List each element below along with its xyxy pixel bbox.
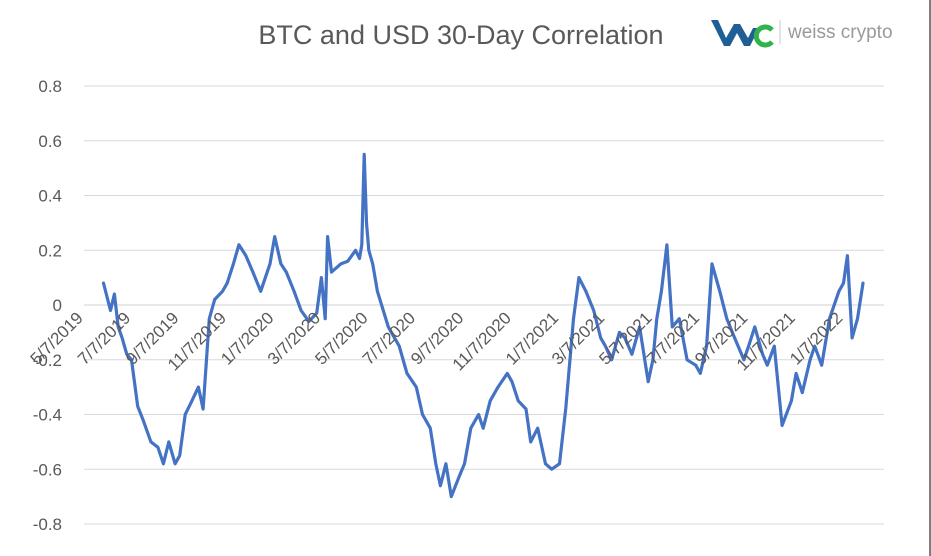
gridlines xyxy=(84,85,884,525)
series-lines xyxy=(101,152,865,499)
y-tick-label: -0.2 xyxy=(33,351,62,370)
y-tick-label: -0.8 xyxy=(33,515,62,534)
correlation-series-line xyxy=(101,152,865,499)
y-tick-label: -0.4 xyxy=(33,406,62,425)
y-tick-label: 0.6 xyxy=(38,132,62,151)
brand-logo: weiss crypto xyxy=(711,20,893,48)
window-edge xyxy=(929,0,931,556)
y-tick-label: 0.4 xyxy=(38,187,62,206)
weiss-crypto-logo-icon xyxy=(711,20,774,48)
brand-name: weiss crypto xyxy=(787,22,893,43)
x-axis-tick-labels: 5/7/20197/7/20199/7/201911/7/20191/7/202… xyxy=(27,308,847,374)
y-axis-tick-labels: 0.8 0.6 0.4 0.2 0 -0.2 -0.4 -0.6 -0.8 xyxy=(33,77,62,534)
chart-title: BTC and USD 30-Day Correlation xyxy=(258,20,663,50)
y-tick-label: -0.6 xyxy=(33,460,62,479)
y-tick-label: 0.2 xyxy=(38,241,62,260)
y-tick-label: 0 xyxy=(53,296,62,315)
y-tick-label: 0.8 xyxy=(38,77,62,96)
